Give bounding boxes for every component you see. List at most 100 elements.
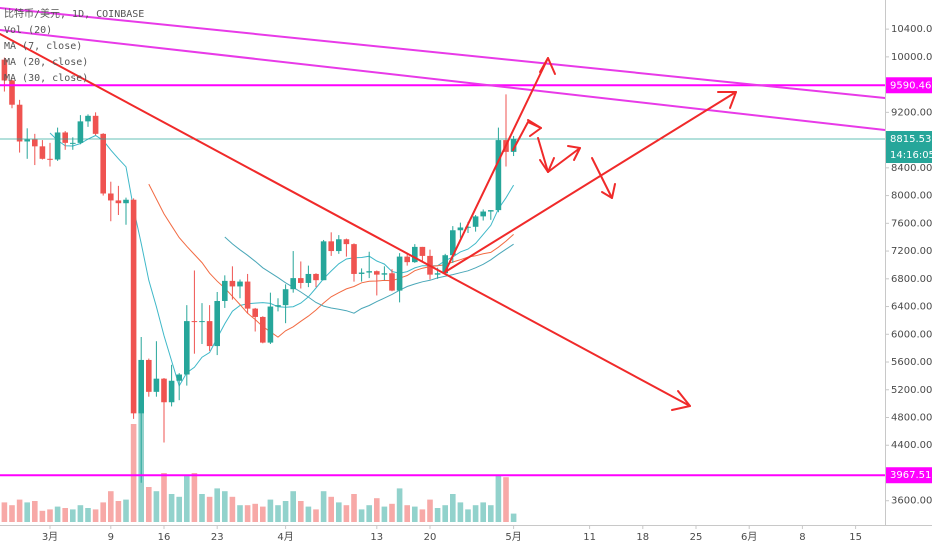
volume-bar xyxy=(123,499,129,522)
candle-body xyxy=(442,255,448,274)
last-price-label: 8815.53 xyxy=(890,134,931,145)
x-tick-label: 9 xyxy=(108,532,114,543)
volume-bar xyxy=(252,503,258,522)
arrow-head xyxy=(539,57,556,75)
volume-bar xyxy=(32,501,38,522)
y-tick-label: 4800.00 xyxy=(891,413,932,424)
volume-bar xyxy=(70,509,76,522)
price-tag xyxy=(886,77,932,94)
volume-bar xyxy=(54,506,61,522)
volume-bar xyxy=(24,502,30,522)
volume-bar xyxy=(412,506,418,522)
volume-bar xyxy=(495,475,502,522)
y-tick-label: 6400.00 xyxy=(891,302,932,313)
legend-entry: MA (7, close) xyxy=(4,41,82,52)
candle-body xyxy=(161,378,167,403)
volume-bar xyxy=(85,508,91,522)
candle-body xyxy=(244,281,251,309)
plot xyxy=(0,57,885,522)
volume-bar xyxy=(298,501,304,522)
candle-body xyxy=(176,374,182,381)
legend-entry: MA (20, close) xyxy=(4,57,88,68)
volume-bar xyxy=(260,506,266,522)
candle-body xyxy=(153,378,160,392)
volume-bar xyxy=(267,499,274,522)
x-tick-label: 15 xyxy=(849,532,862,543)
candle-body xyxy=(54,132,61,160)
volume-bar xyxy=(47,509,53,522)
candle-body xyxy=(260,316,266,343)
candle-body xyxy=(214,300,220,347)
volume-bar xyxy=(427,499,433,522)
volume-bar xyxy=(457,502,464,522)
candle-body xyxy=(313,273,319,281)
x-tick-label: 3月 xyxy=(42,531,58,543)
candle-body xyxy=(434,273,441,275)
volume-bar xyxy=(396,488,403,522)
volume-bar xyxy=(472,505,479,522)
volume-bar xyxy=(168,494,175,522)
arrow-head xyxy=(567,145,581,161)
y-tick-label: 6800.00 xyxy=(891,274,932,285)
volume-bar xyxy=(343,505,350,522)
volume-bar xyxy=(389,503,395,522)
candle-body xyxy=(457,227,464,231)
candle-body xyxy=(389,273,395,291)
y-tick-label: 7200.00 xyxy=(891,246,932,257)
volume-bar xyxy=(100,502,106,522)
arrow-head xyxy=(717,91,737,109)
candle-body xyxy=(47,158,53,160)
y-tick-label: 4400.00 xyxy=(891,440,932,451)
candle-body xyxy=(206,321,213,347)
drawings xyxy=(0,7,886,411)
candle-body xyxy=(298,278,304,283)
candle-body xyxy=(191,321,198,323)
volume-bar xyxy=(465,509,471,522)
x-tick-label: 18 xyxy=(636,532,649,543)
candle-body xyxy=(222,280,228,301)
volume-bar xyxy=(176,496,182,522)
volume-bar xyxy=(237,505,243,522)
candle-body xyxy=(70,142,76,144)
candle-body xyxy=(412,246,418,263)
y-tick-label: 5200.00 xyxy=(891,385,932,396)
candle-body xyxy=(465,226,471,228)
candle-body xyxy=(305,273,312,283)
volume-bar xyxy=(442,505,448,522)
x-tick-label: 8 xyxy=(799,532,805,543)
candle-body xyxy=(77,121,84,143)
candle-body xyxy=(351,244,357,274)
volume-bar xyxy=(130,424,137,522)
y-tick-label: 9200.00 xyxy=(891,107,932,118)
volume-bar xyxy=(510,513,517,522)
volume-bar xyxy=(450,494,456,522)
candle-body xyxy=(510,139,517,152)
candle-body xyxy=(32,139,38,147)
legend-entry: Vol (20) xyxy=(4,25,52,36)
candle-body xyxy=(396,256,403,291)
volume-bar xyxy=(290,491,296,522)
volume-bar xyxy=(351,494,357,522)
candle-body xyxy=(1,59,8,81)
x-tick-label: 16 xyxy=(158,532,171,543)
volume-bar xyxy=(381,506,388,522)
candle-body xyxy=(419,246,426,256)
candle-body xyxy=(199,321,205,323)
volume-bar xyxy=(503,477,509,522)
countdown-label: 14:16:05 xyxy=(890,150,932,161)
candle-body xyxy=(495,140,502,211)
candle-body xyxy=(168,380,175,403)
volume-bar xyxy=(191,473,198,522)
candle-body xyxy=(282,289,289,306)
candle-body xyxy=(480,211,486,217)
volume-bar xyxy=(282,501,289,522)
candle-body xyxy=(184,321,190,375)
x-tick-label: 6月 xyxy=(741,531,757,543)
volume-bar xyxy=(77,505,84,522)
candle-body xyxy=(138,359,144,414)
price-tag-label: 3967.51 xyxy=(890,470,931,481)
y-tick-label: 7600.00 xyxy=(891,218,932,229)
legend: 比特币/美元, 1D, COINBASE Vol (20) MA (7, clo… xyxy=(4,7,144,84)
